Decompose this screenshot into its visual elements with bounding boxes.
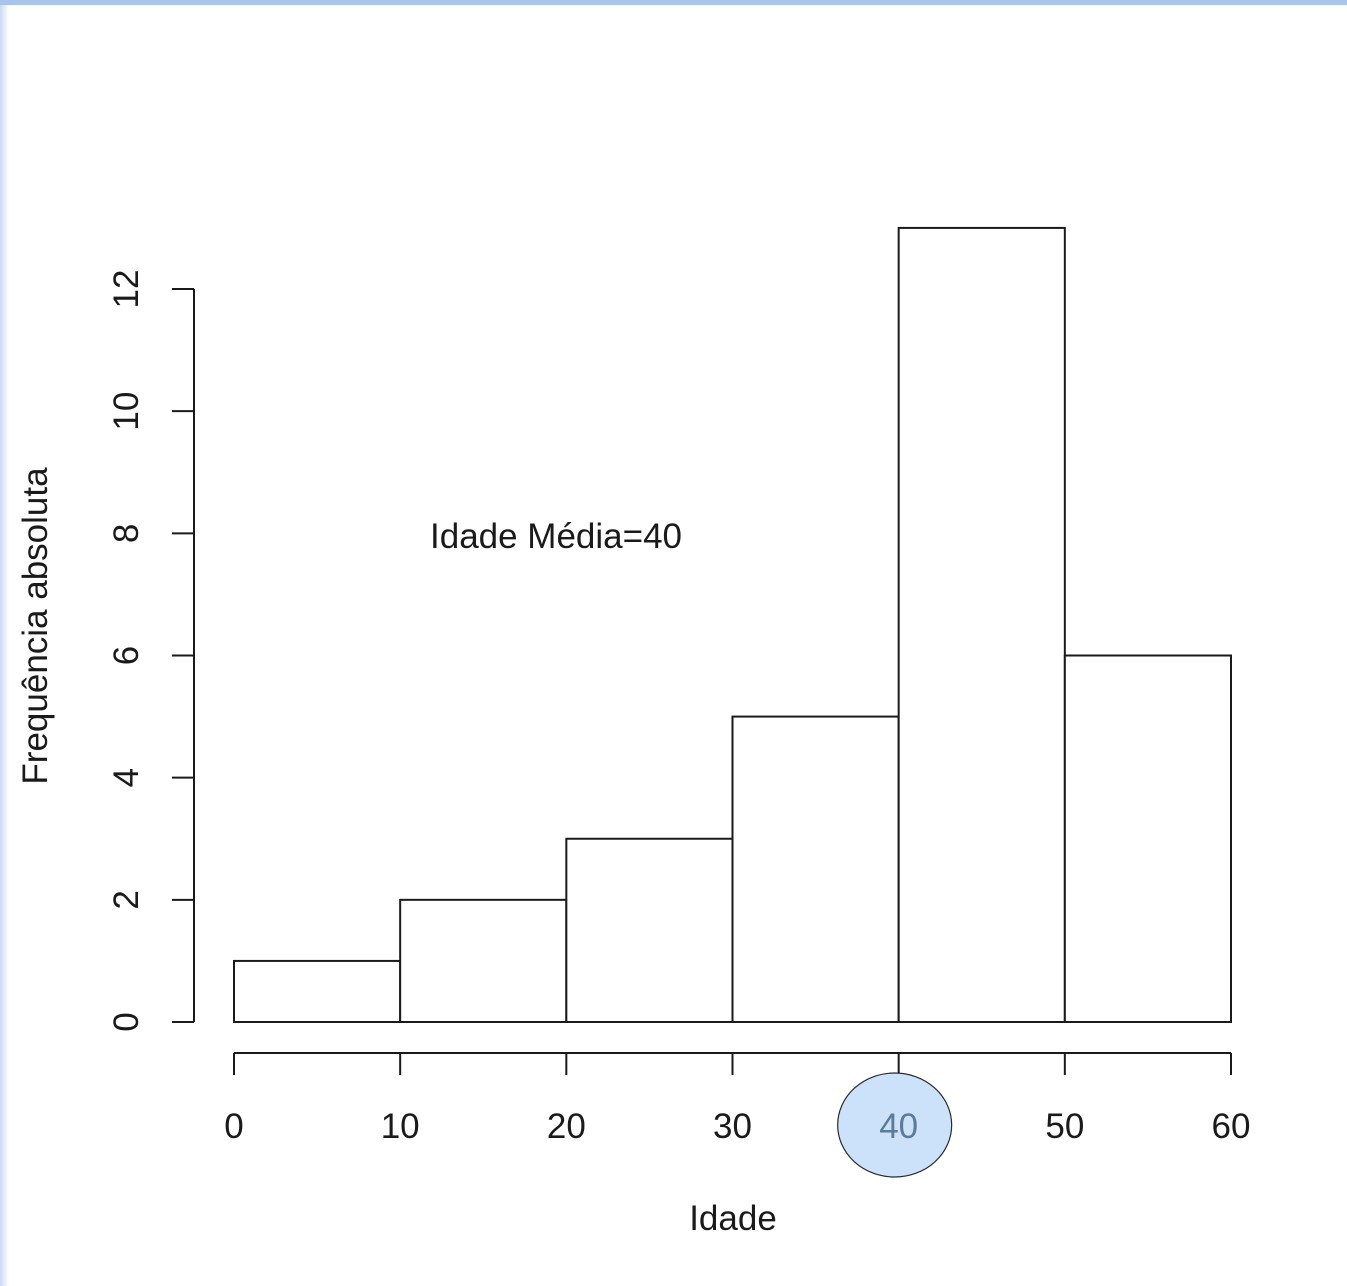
x-tick-label-60: 60: [1212, 1107, 1251, 1146]
y-tick-label-0: 0: [107, 1012, 146, 1031]
x-tick-label-30: 30: [713, 1107, 752, 1146]
y-tick-label-6: 6: [107, 646, 146, 665]
y-tick-label-4: 4: [107, 768, 146, 787]
x-axis: 0 10 20 30 40 50 60: [224, 1052, 1251, 1178]
y-tick-label-8: 8: [107, 524, 146, 543]
histogram-bar-50-60: [1063, 654, 1233, 1023]
y-tick-label-10: 10: [107, 392, 146, 431]
highlight-circle: [837, 1072, 953, 1178]
bars-layer: [233, 226, 1233, 1024]
histogram-bar-40-50: [897, 226, 1066, 1023]
histogram-bar-0-10: [233, 959, 402, 1024]
histogram-bar-20-30: [565, 837, 734, 1023]
mean-annotation: Idade Média=40: [430, 517, 682, 556]
y-tick-label-12: 12: [107, 270, 146, 309]
y-axis-title: Frequência absoluta: [16, 467, 55, 785]
x-tick-label-0: 0: [224, 1107, 243, 1146]
x-tick-label-10: 10: [381, 1107, 420, 1146]
histogram-bar-30-40: [731, 715, 900, 1023]
y-axis: 0 2 4 6 8 10 12: [107, 270, 195, 1032]
x-tick-label-20: 20: [547, 1107, 586, 1146]
x-tick-label-40: 40: [879, 1107, 918, 1146]
y-tick-label-2: 2: [107, 890, 146, 909]
histogram-bar-10-20: [399, 898, 568, 1023]
slide-top-band: [0, 0, 1347, 5]
labels-layer: Frequência absoluta Idade Idade Média=40: [16, 467, 777, 1238]
x-tick-label-50: 50: [1045, 1107, 1084, 1146]
x-axis-title: Idade: [689, 1199, 777, 1238]
